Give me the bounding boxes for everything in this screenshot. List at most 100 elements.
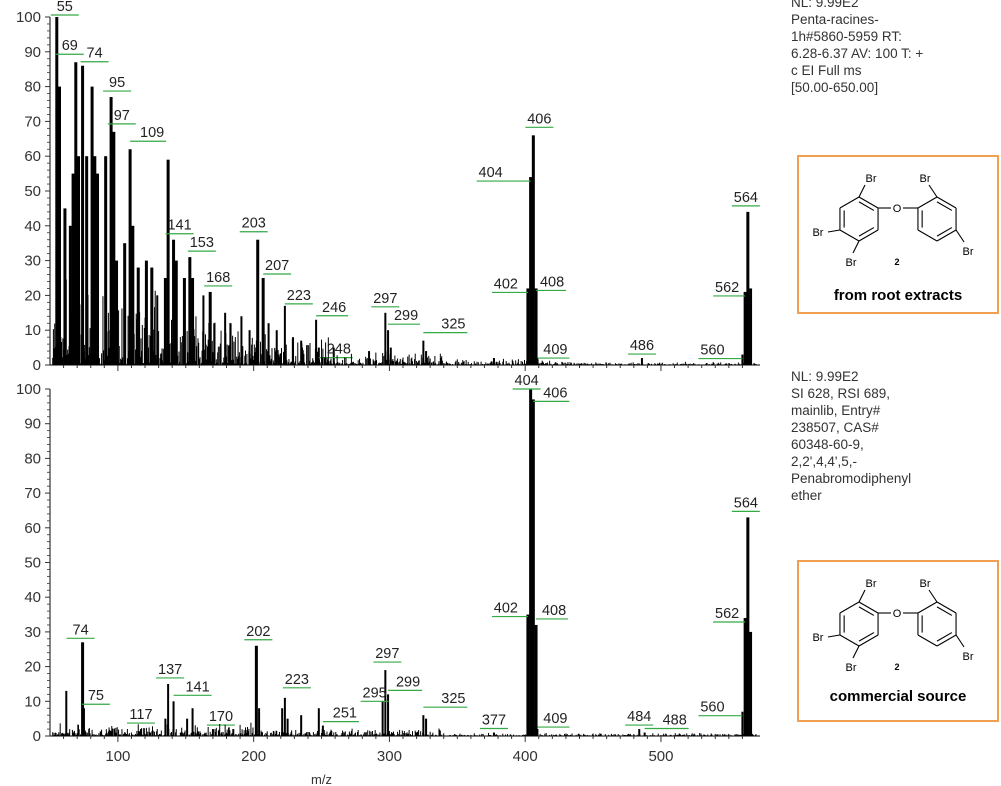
peak-bar (248, 330, 251, 365)
peak-bar (85, 156, 89, 365)
bromine-atom-label: Br (963, 246, 974, 258)
peak-bar (174, 260, 178, 365)
bond (928, 184, 938, 198)
peak-label: 246 (322, 300, 346, 316)
peak-bar (531, 135, 535, 365)
peak-label: 325 (441, 317, 465, 333)
peak-bar (191, 708, 194, 736)
y-tick-label: 20 (24, 287, 41, 304)
peak-label: 299 (394, 308, 418, 324)
peak-bar (536, 729, 539, 736)
bond (936, 601, 957, 614)
peak-label: 484 (627, 709, 651, 725)
peak-label: 248 (327, 342, 351, 358)
bond (936, 606, 953, 616)
peak-label: 141 (185, 679, 209, 695)
bond (928, 589, 938, 603)
peak-bar (55, 17, 59, 365)
peak-bar (115, 260, 119, 365)
y-tick-label: 40 (24, 218, 41, 235)
peak-label: 207 (265, 258, 289, 274)
peak-bar (300, 340, 303, 365)
info-line: 60348-60-9, (791, 437, 864, 452)
bond (858, 606, 875, 616)
peak-label: 168 (206, 270, 230, 286)
peak-bar (749, 288, 753, 365)
peak-label: 223 (285, 672, 309, 688)
y-tick-label: 80 (24, 450, 41, 467)
peak-bar (534, 288, 538, 365)
peak-bar (387, 330, 390, 365)
y-tick-label: 10 (24, 693, 41, 710)
peak-label: 325 (441, 691, 465, 707)
peak-bar (96, 173, 100, 365)
peak-bar (529, 389, 533, 736)
peak-bar (638, 729, 641, 736)
peak-bar (71, 173, 75, 365)
peak-label: 74 (73, 622, 89, 638)
peak-label: 69 (62, 38, 78, 54)
peak-label: 295 (363, 685, 387, 701)
compound-number: 2 (894, 662, 899, 672)
peak-bar (163, 278, 167, 365)
peak-bar (743, 618, 747, 736)
peak-bar (188, 257, 192, 365)
bond (858, 184, 866, 198)
bond (858, 229, 879, 242)
info-line: NL: 9.99E2 (791, 0, 859, 10)
top-spectrum (45, 14, 760, 371)
bromine-atom-label: Br (846, 257, 857, 269)
bond (936, 632, 953, 642)
peak-label: 402 (494, 276, 518, 292)
peak-bar (58, 86, 62, 365)
peak-label: 251 (333, 706, 357, 722)
bond (858, 201, 875, 211)
y-tick-label: 100 (16, 381, 41, 398)
peak-bar (82, 708, 85, 736)
peak-bar (283, 697, 286, 736)
peak-bar (77, 156, 81, 365)
noise-peaks (52, 722, 757, 736)
peak-label: 117 (129, 707, 152, 723)
structure-drawing: O Br Br Br Br Br 2 (812, 173, 974, 269)
peak-bar (258, 708, 261, 736)
peak-bar (68, 225, 72, 365)
peak-bar (384, 312, 387, 365)
peak-bar (256, 239, 260, 365)
peak-label: 408 (540, 274, 564, 290)
x-tick-label: 400 (513, 748, 538, 765)
bond (858, 601, 879, 614)
peak-bar (746, 517, 750, 736)
peak-label: 408 (542, 603, 566, 619)
info-line: Penabromodiphenyl (791, 471, 912, 486)
peak-bar (261, 278, 265, 365)
peak-label: 97 (114, 108, 130, 124)
structure-caption: from root extracts (833, 287, 963, 304)
y-tick-label: 80 (24, 79, 41, 96)
bond (936, 196, 957, 209)
peak-bar (254, 645, 258, 736)
bond (917, 229, 938, 242)
peak-bar (422, 715, 425, 736)
peak-bar (381, 701, 384, 736)
peak-bar (112, 131, 116, 365)
peak-bar (93, 156, 97, 365)
bond (917, 601, 938, 614)
info-line: 6.28-6.37 AV: 100 T: + (791, 46, 924, 61)
y-tick-label: 100 (16, 9, 41, 26)
peak-bar (182, 278, 186, 365)
oxygen-atom-label: O (893, 203, 902, 215)
info-line: NL: 9.99E2 (791, 369, 859, 384)
y-tick-label: 0 (33, 728, 41, 745)
y-tick-label: 30 (24, 624, 41, 641)
peak-bar (81, 642, 85, 736)
peak-label: 109 (140, 125, 164, 141)
peak-bar (741, 354, 744, 365)
peak-label: 55 (57, 0, 73, 15)
peak-bar (283, 305, 286, 365)
peak-bar (144, 260, 148, 365)
peak-label: 560 (700, 700, 724, 716)
bond (936, 634, 957, 647)
bond (936, 201, 953, 211)
